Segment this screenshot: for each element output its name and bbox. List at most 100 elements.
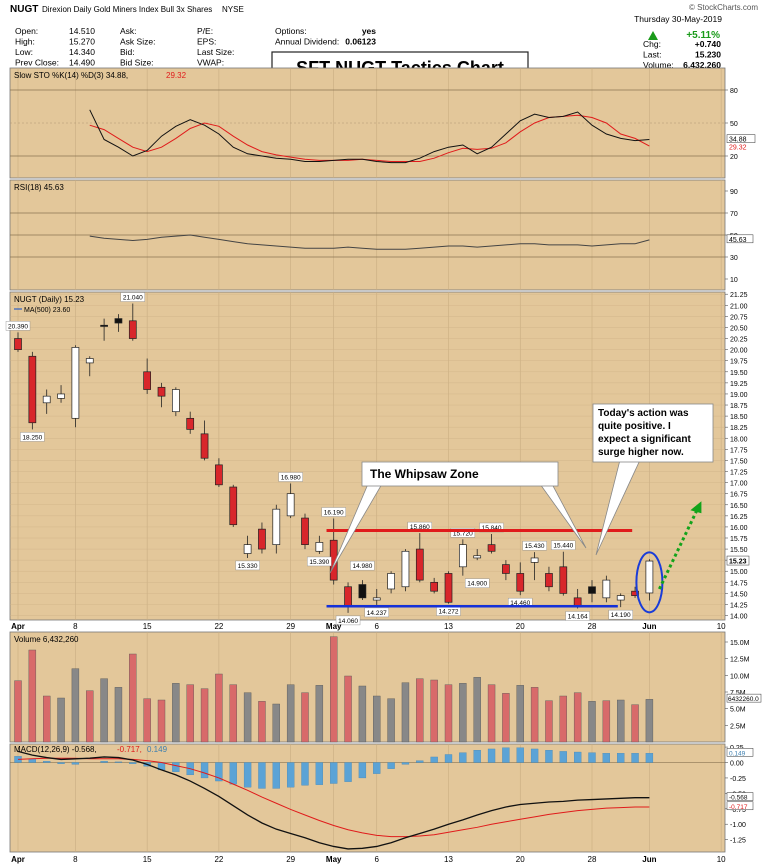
tick-label: 12.5M: [730, 657, 750, 664]
candle: [100, 318, 108, 341]
candle: [157, 382, 166, 408]
candle: [602, 575, 611, 603]
comment-line: expect a significant: [598, 434, 691, 445]
candle-body: [57, 393, 65, 399]
price-legend: NUGT (Daily) 15.23: [14, 295, 85, 304]
volume-bar: [617, 699, 625, 743]
macd-hist-bar: [545, 750, 553, 763]
macd-hist-bar: [286, 762, 295, 788]
candle: [258, 522, 266, 554]
volume-bar: [229, 684, 237, 743]
sto-legend-k: Slow STO %K(14) %D(3) 34.88,: [14, 71, 128, 80]
macd-hist-bar: [430, 756, 438, 763]
macd-hist-bar: [57, 762, 65, 764]
macd-hist-bar: [172, 762, 180, 772]
x-axis-label: 22: [214, 855, 223, 864]
options-label: Options:: [275, 26, 307, 36]
tick-label: 7.5M: [730, 690, 746, 697]
tick-label: 90: [730, 189, 738, 196]
macd-last: -0.717: [729, 804, 748, 811]
volume-bar: [215, 673, 223, 743]
arrow-head-icon: [690, 501, 702, 514]
volume-bar: [588, 701, 596, 743]
sto-k-line: [89, 109, 650, 164]
x-axis-label: 10: [717, 855, 726, 864]
volume-bar: [43, 695, 51, 743]
candle-body: [258, 528, 266, 550]
price-label-box: [5, 321, 31, 331]
macd-hist-bar: [330, 762, 338, 784]
candle-body: [502, 564, 510, 574]
candle: [114, 314, 123, 332]
macd-hist-bar: [487, 748, 496, 763]
macd-hist-bar: [444, 754, 453, 763]
comment-line: Today's action was: [598, 408, 689, 419]
x-axis-label: 6: [375, 622, 380, 631]
macd-line: [17, 750, 650, 850]
candle-body: [344, 586, 352, 608]
volume-bar: [416, 678, 424, 743]
volume-bar: [114, 687, 123, 743]
candle-body: [143, 371, 151, 390]
candle-body: [71, 347, 80, 419]
price-label-box: [278, 472, 303, 482]
candle: [415, 533, 424, 583]
tick-label: -0.75: [730, 807, 746, 814]
field-label: Low:: [15, 47, 33, 57]
volume-bar: [487, 684, 496, 743]
candle: [516, 562, 525, 596]
candle: [459, 539, 467, 576]
symbol-description: Direxion Daily Gold Miners Index Bull 3x…: [42, 5, 212, 14]
volume-bar: [258, 701, 266, 743]
field-label: Ask Size:: [120, 37, 155, 47]
candle-body: [616, 595, 625, 601]
tick-label: 15.50: [730, 547, 748, 554]
last-value-box: [726, 555, 750, 566]
rsi-legend: RSI(18) 45.63: [14, 183, 64, 192]
x-axis-label: 22: [214, 622, 223, 631]
ma-legend: MA(500) 23.60: [24, 307, 70, 314]
price-label: 15.440: [553, 543, 573, 550]
candle-body: [301, 517, 309, 545]
candle: [28, 351, 37, 430]
macd-hist-bar: [401, 762, 410, 765]
candle-body: [487, 544, 496, 552]
volume-bar: [473, 677, 481, 743]
volume-bar: [645, 699, 654, 743]
candle-body: [387, 573, 395, 590]
field-label: Ask:: [120, 26, 137, 36]
x-axis-label: Jun: [642, 622, 656, 631]
price-label-box: [364, 607, 389, 618]
candle-body: [401, 550, 410, 588]
candle-body: [588, 586, 596, 594]
price-label: 21.040: [123, 295, 143, 302]
x-axis-label: Apr: [11, 622, 25, 631]
tick-label: 16.00: [730, 525, 748, 532]
field-label: Chg:: [643, 39, 661, 49]
change-percent: +5.11%: [686, 30, 720, 41]
sto-legend-d: 29.32: [166, 71, 187, 80]
tick-label: 19.50: [730, 370, 748, 377]
volume-bar: [516, 685, 524, 743]
candle-body: [545, 573, 553, 588]
x-axis-label: 20: [516, 622, 525, 631]
macd-hist-bar: [373, 762, 381, 774]
tick-label: 19.00: [730, 392, 748, 399]
tick-label: 18.50: [730, 414, 748, 421]
volume-bar: [143, 698, 151, 743]
candle: [42, 389, 51, 414]
x-axis-label: 8: [73, 855, 78, 864]
volume-bar: [430, 679, 438, 743]
x-axis-label: 20: [516, 855, 525, 864]
macd-hist-bar: [416, 760, 424, 763]
tick-label: 16.75: [730, 492, 748, 499]
candle: [57, 385, 65, 403]
price-label-box: [608, 609, 633, 620]
volume-bar: [28, 649, 37, 743]
macd-hist-bar: [516, 747, 524, 763]
candle-body: [430, 581, 438, 592]
last-value-box: [726, 693, 762, 703]
macd-hist-bar: [459, 752, 467, 763]
tick-label: 20.75: [730, 314, 748, 321]
